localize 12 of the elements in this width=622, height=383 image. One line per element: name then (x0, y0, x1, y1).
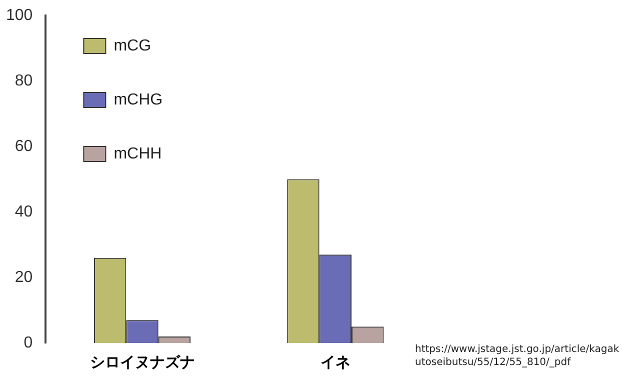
legend-label: mCG (114, 37, 152, 54)
text: https://www.jstage.jst.go.jp/article/kagakutoseibutsu/55/12/55_810/_pdf (415, 343, 620, 369)
y-tick-label: 100 (6, 7, 33, 24)
y-tick-label: 80 (14, 72, 33, 90)
y-tick-label: 0 (24, 334, 33, 352)
y-tick-label: 40 (14, 203, 33, 220)
x-tick-label: シロイヌナズナ (90, 354, 195, 372)
y-tick-label: 60 (14, 138, 33, 155)
legend-label: mCHH (114, 145, 162, 162)
legend-label: mCHG (114, 91, 163, 108)
x-tick-label: イネ (320, 354, 350, 372)
y-tick-label: 20 (14, 268, 33, 286)
